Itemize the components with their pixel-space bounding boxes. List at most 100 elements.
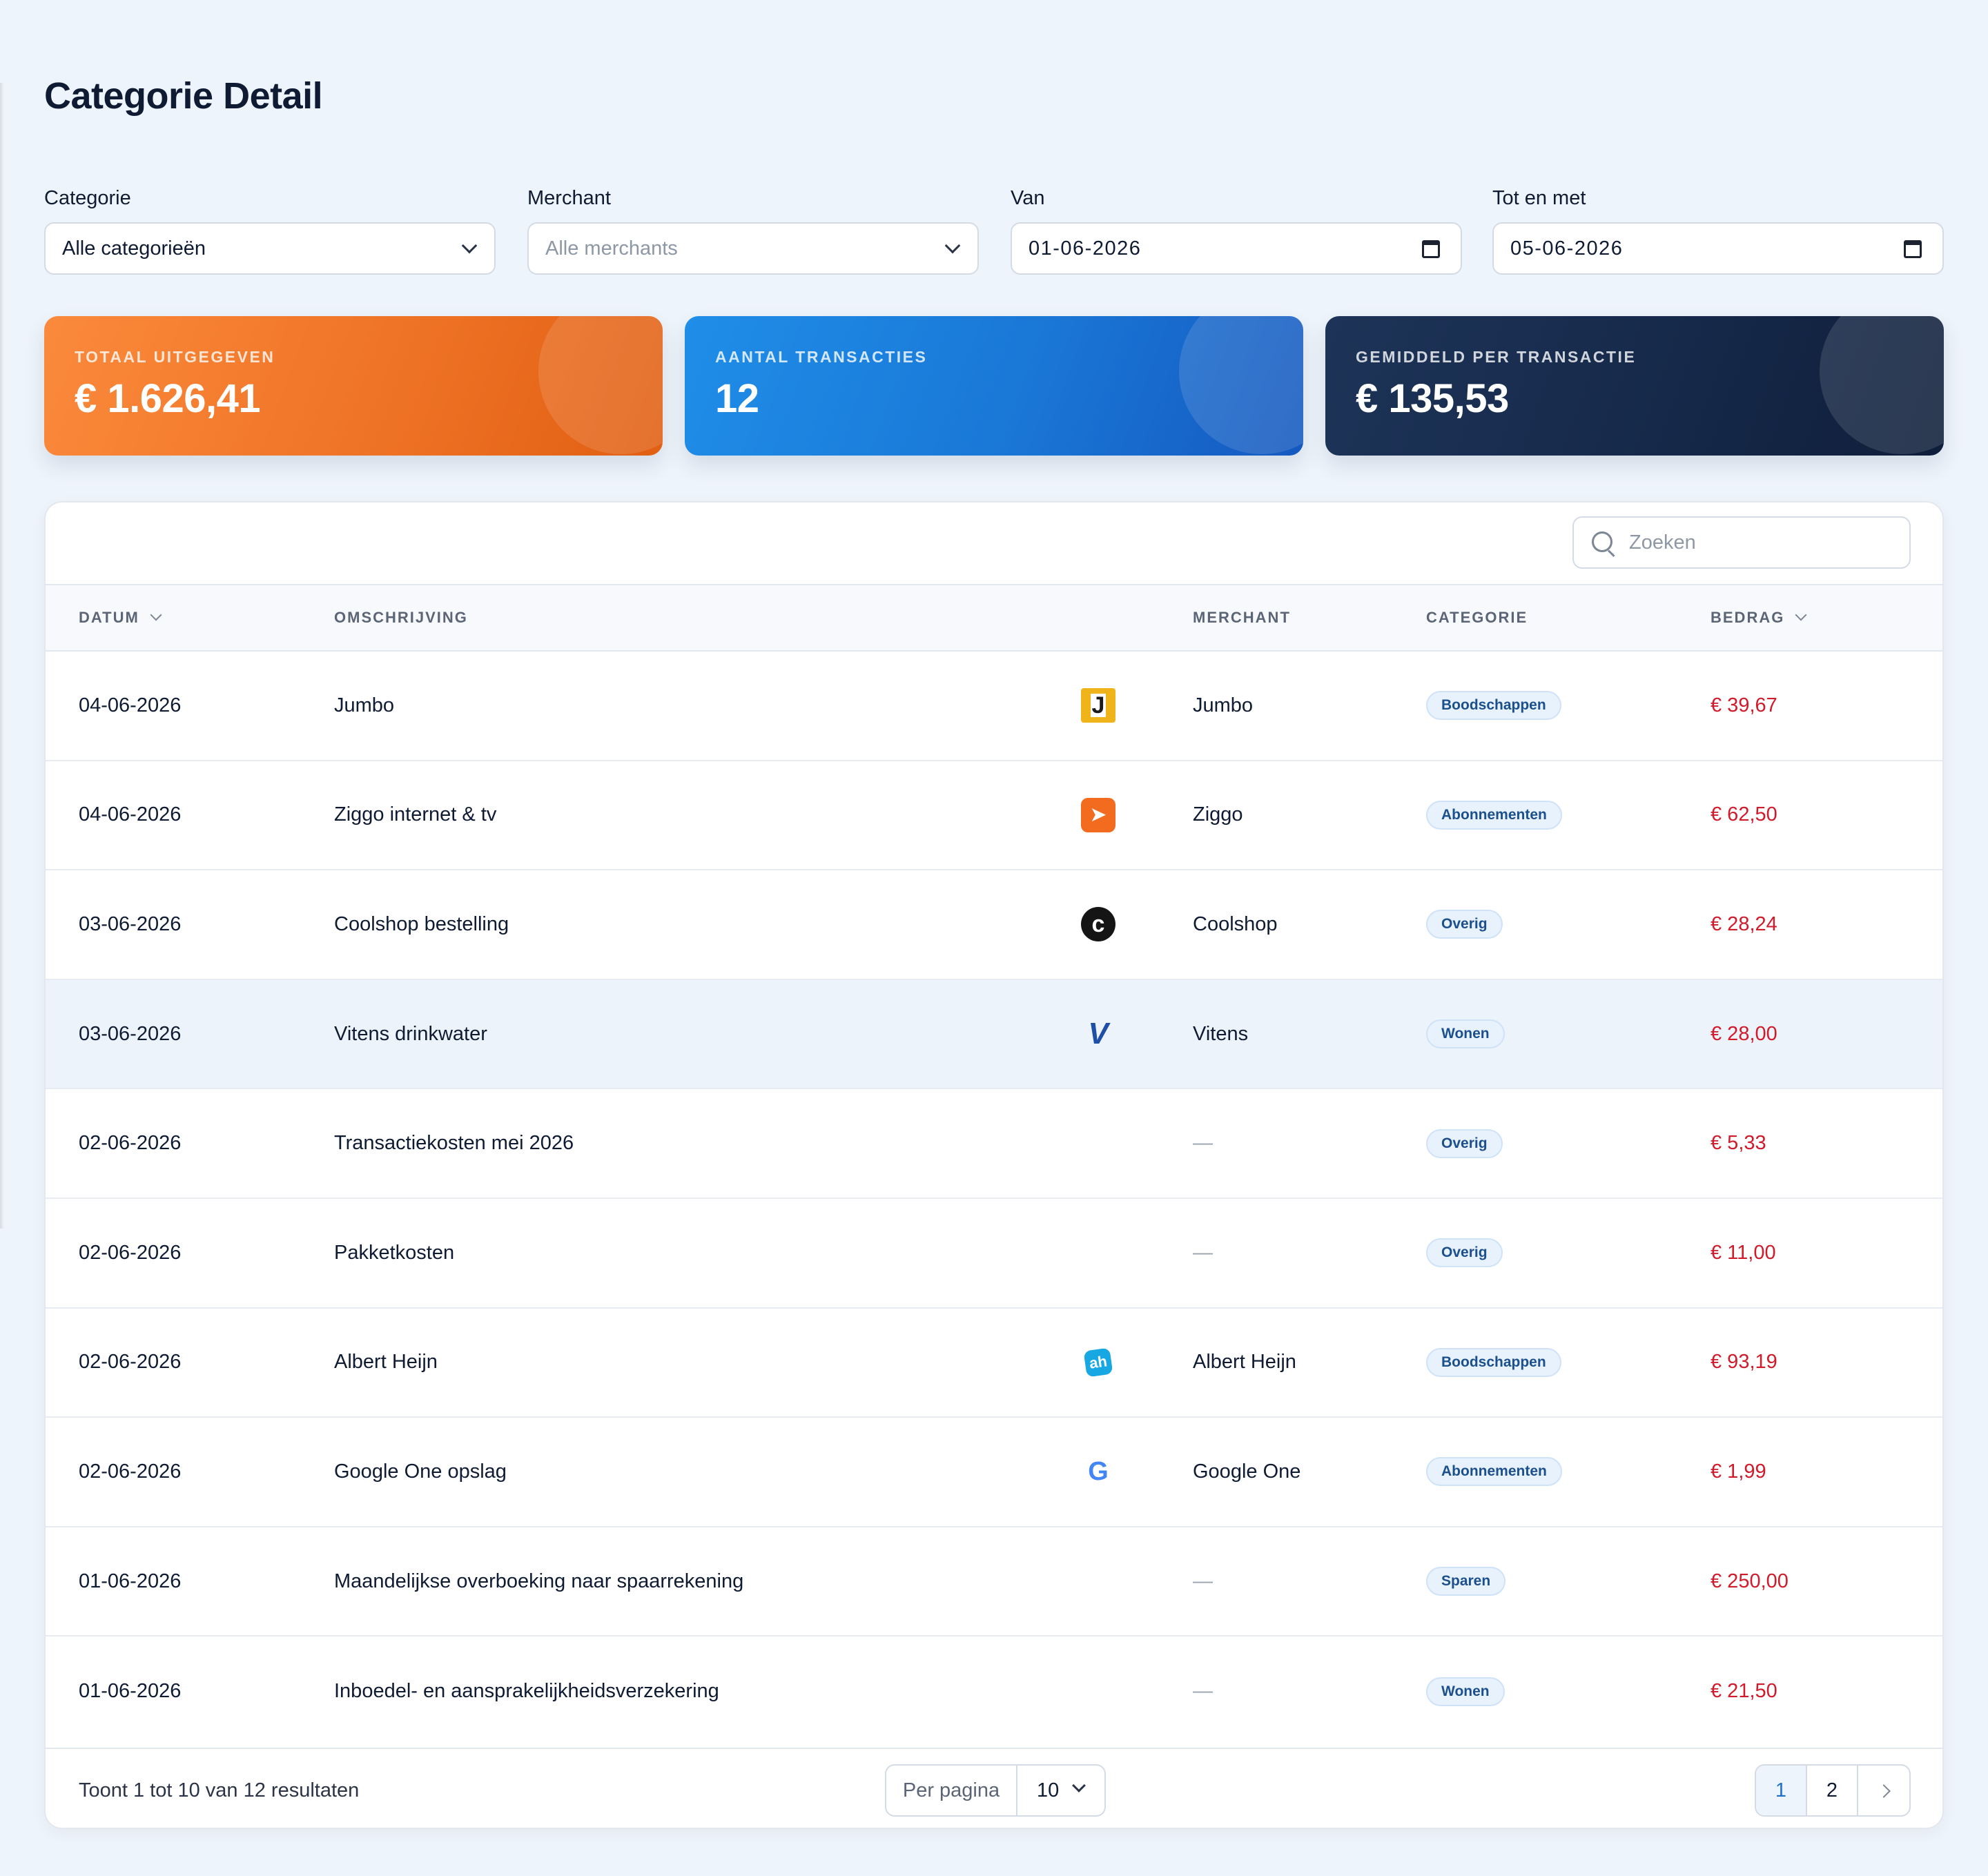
filter-van: Van 01-06-2026 [1011,185,1462,275]
page-button-2[interactable]: 2 [1807,1766,1858,1815]
tot-date-input[interactable]: 05-06-2026 [1492,222,1944,275]
table-row[interactable]: 02-06-2026 Pakketkosten — Overig € 11,00 [46,1198,1942,1309]
cell-categorie: Overig [1426,1199,1503,1307]
cell-datum: 01-06-2026 [79,1570,182,1592]
cell-omschrijving: Google One opslag [334,1460,507,1483]
cell-merchant: Google One [1193,1460,1301,1483]
table-row[interactable]: 04-06-2026 Jumbo J Jumbo Boodschappen € 39,67 [46,652,1942,761]
filter-tot: Tot en met 05-06-2026 [1492,185,1944,275]
cell-datum: 02-06-2026 [79,1241,182,1264]
cell-merchant: Jumbo [1193,694,1254,716]
table-row[interactable]: 03-06-2026 Coolshop bestelling c Coolshop Ov… [46,870,1942,980]
card-decoration [1820,316,1944,454]
card-label: TOTAAL UITGEGEVEN [75,348,275,366]
cell-categorie: Sparen [1426,1527,1506,1636]
ziggo-logo-icon: ➤ [1081,797,1115,832]
header-omschrijving: OMSCHRIJVING [334,609,468,626]
cell-categorie: Abonnementen [1426,761,1562,870]
cell-omschrijving: Pakketkosten [334,1241,455,1264]
header-bedrag[interactable]: BEDRAG [1711,585,1807,650]
cell-datum: 03-06-2026 [79,912,182,935]
page-title: Categorie Detail [44,75,323,117]
cell-datum: 04-06-2026 [79,803,182,826]
chevron-down-icon [1072,1779,1086,1792]
cell-merchant-logo [1081,1199,1115,1307]
cell-categorie: Abonnementen [1426,1418,1562,1526]
card-value: € 135,53 [1356,376,1509,421]
cell-categorie: Overig [1426,1089,1503,1198]
cell-datum: 02-06-2026 [79,1351,182,1374]
cell-merchant-logo: c [1081,870,1115,979]
google-logo-icon: G [1088,1456,1109,1486]
card-totaal-uitgegeven: TOTAAL UITGEGEVEN € 1.626,41 [44,316,663,456]
cell-bedrag: € 28,00 [1711,1022,1777,1045]
cell-bedrag: € 39,67 [1711,694,1777,716]
cell-merchant: — [1193,1570,1213,1592]
cell-merchant: Ziggo [1193,803,1243,826]
category-badge[interactable]: Overig [1426,1128,1503,1158]
merchant-select[interactable]: Alle merchants [527,222,979,275]
category-badge[interactable]: Wonen [1426,1677,1505,1706]
cell-omschrijving: Maandelijkse overboeking naar spaarreken… [334,1570,744,1592]
cell-merchant-logo: J [1081,652,1115,760]
card-aantal-transacties: AANTAL TRANSACTIES 12 [685,316,1303,456]
per-page-label: Per pagina [886,1766,1017,1815]
search-input[interactable]: Zoeken [1572,516,1911,569]
cell-bedrag: € 11,00 [1711,1241,1776,1264]
results-summary: Toont 1 tot 10 van 12 resultaten [79,1779,360,1801]
cell-datum: 03-06-2026 [79,1022,182,1045]
page-button-1[interactable]: 1 [1756,1766,1807,1815]
tot-date-value: 05-06-2026 [1510,237,1624,260]
chevron-down-icon [461,237,478,254]
filter-bar: Categorie Alle categorieën Merchant Alle… [44,185,1944,275]
cell-merchant-logo [1081,1636,1115,1746]
table-row[interactable]: 02-06-2026 Albert Heijn ah Albert Heijn Bood… [46,1308,1942,1418]
cell-datum: 02-06-2026 [79,1460,182,1483]
cell-merchant-logo: ➤ [1081,761,1115,870]
header-datum-label: DATUM [79,609,139,626]
categorie-select-value: Alle categorieën [62,237,206,260]
card-label: GEMIDDELD PER TRANSACTIE [1356,348,1637,366]
category-badge[interactable]: Boodschappen [1426,1347,1561,1377]
cell-merchant: Albert Heijn [1193,1351,1296,1374]
table-body: 04-06-2026 Jumbo J Jumbo Boodschappen € 39,67… [46,652,1942,1746]
jumbo-logo-icon: J [1081,688,1115,723]
table-row[interactable]: 01-06-2026 Maandelijkse overboeking naar … [46,1527,1942,1637]
per-page-select[interactable]: Per pagina 10 [885,1764,1106,1817]
cell-omschrijving: Inboedel- en aansprakelijkheidsverzekeri… [334,1680,719,1703]
table-row[interactable]: 04-06-2026 Ziggo internet & tv ➤ Ziggo Abonn… [46,761,1942,871]
category-badge[interactable]: Sparen [1426,1567,1506,1596]
coolshop-logo-icon: c [1081,907,1115,942]
table-footer: Toont 1 tot 10 van 12 resultaten Per pag… [46,1748,1942,1828]
cell-omschrijving: Jumbo [334,694,395,716]
table-row[interactable]: 03-06-2026 Vitens drinkwater V Vitens Wonen €… [46,979,1942,1090]
category-badge[interactable]: Abonnementen [1426,800,1562,830]
header-datum[interactable]: DATUM [79,585,162,650]
table-row[interactable]: 01-06-2026 Inboedel- en aansprakelijkheid… [46,1636,1942,1746]
table-row[interactable]: 02-06-2026 Transactiekosten mei 2026 — Over… [46,1089,1942,1199]
cell-omschrijving: Coolshop bestelling [334,912,509,935]
cell-categorie: Wonen [1426,980,1505,1088]
category-badge[interactable]: Overig [1426,910,1503,939]
category-badge[interactable]: Abonnementen [1426,1457,1562,1487]
chevron-down-icon [150,609,162,621]
table-row[interactable]: 02-06-2026 Google One opslag G Google One Ab… [46,1418,1942,1527]
calendar-icon[interactable] [1904,240,1922,258]
van-date-input[interactable]: 01-06-2026 [1011,222,1462,275]
cell-merchant: Vitens [1193,1022,1249,1045]
header-categorie: CATEGORIE [1426,609,1528,626]
cell-merchant: Coolshop [1193,912,1278,935]
chevron-right-icon[interactable] [1860,1766,1909,1815]
categorie-select[interactable]: Alle categorieën [44,222,496,275]
cell-bedrag: € 21,50 [1711,1680,1777,1703]
cell-bedrag: € 250,00 [1711,1570,1789,1592]
category-badge[interactable]: Overig [1426,1238,1503,1268]
cell-omschrijving: Vitens drinkwater [334,1022,487,1045]
chevron-down-icon [1795,609,1807,621]
filter-categorie: Categorie Alle categorieën [44,185,496,275]
category-badge[interactable]: Boodschappen [1426,691,1561,721]
cell-datum: 02-06-2026 [79,1132,182,1155]
category-badge[interactable]: Wonen [1426,1019,1505,1049]
calendar-icon[interactable] [1422,240,1440,258]
pagination: 1 2 [1755,1764,1911,1817]
